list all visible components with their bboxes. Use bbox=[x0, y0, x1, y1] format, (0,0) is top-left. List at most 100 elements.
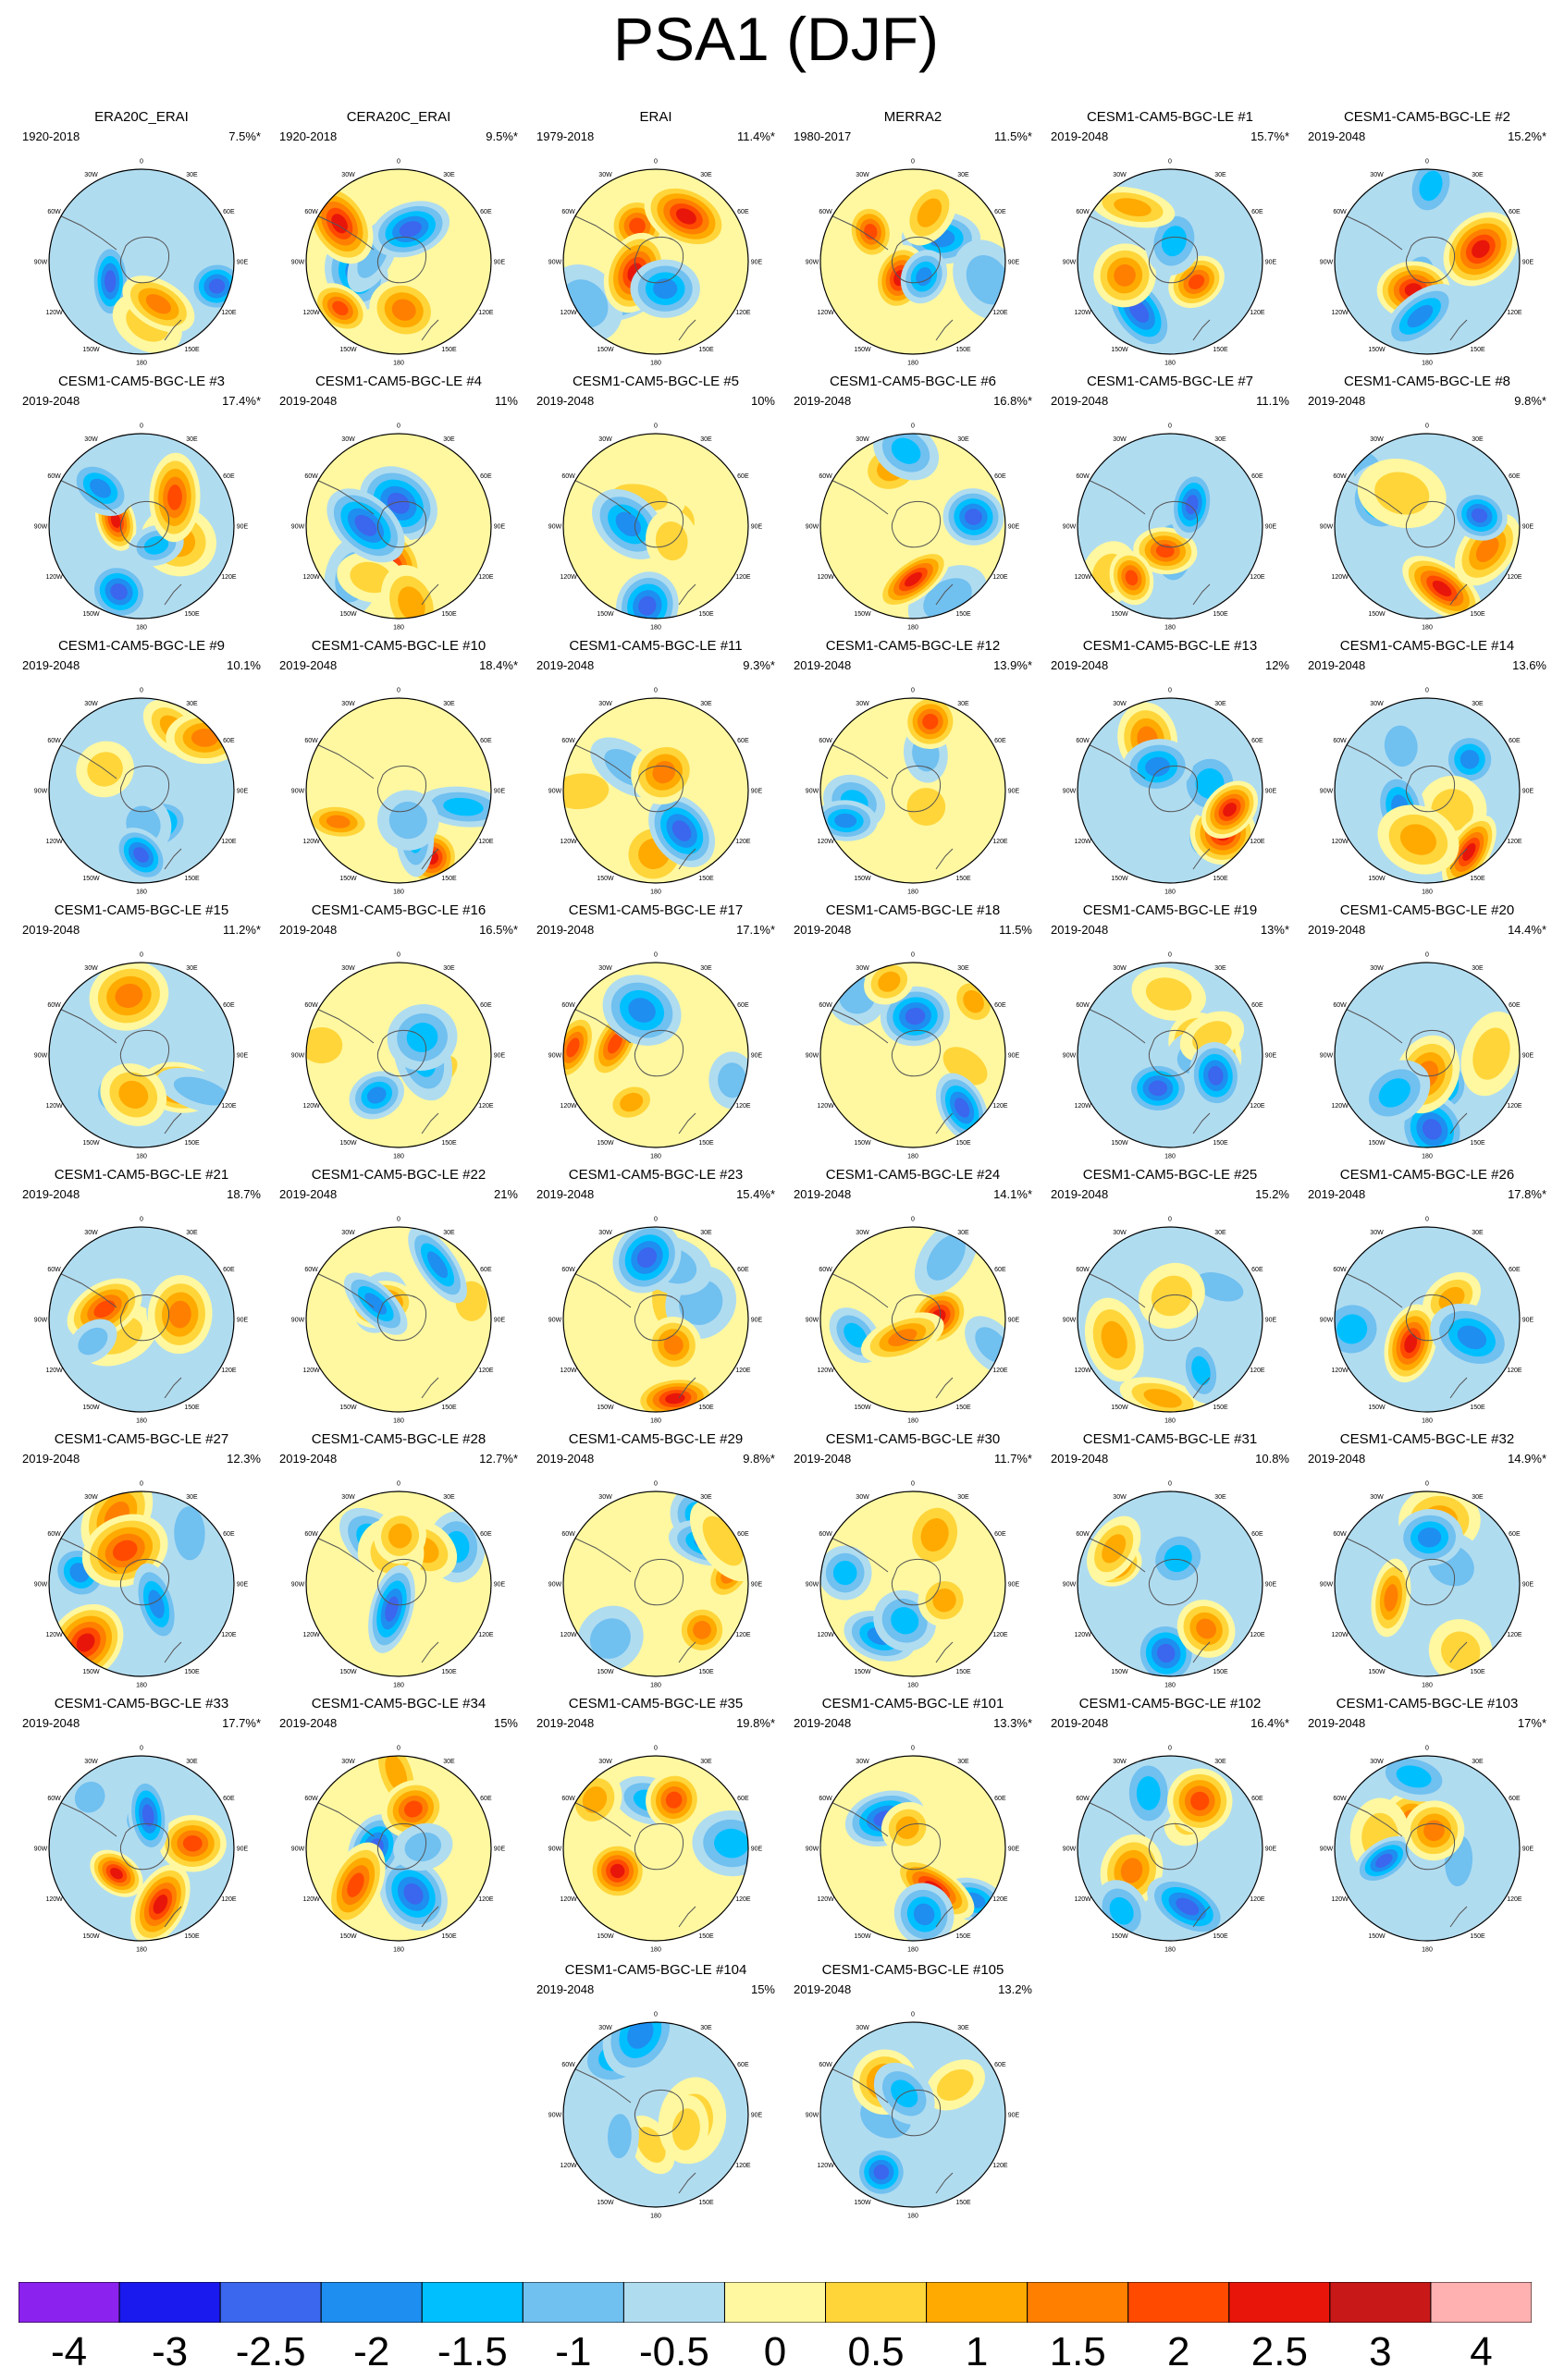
longitude-label: 180 bbox=[136, 1418, 147, 1425]
longitude-label: 150E bbox=[698, 2200, 714, 2206]
longitude-label: 90E bbox=[1008, 260, 1020, 266]
longitude-label: 120E bbox=[992, 1103, 1008, 1110]
positive-anomaly-contour bbox=[1145, 977, 1192, 1011]
polar-stereographic-map: 0 30W 30E 60W 60E 90W 90E 120W 120E 150W 150E 180 bbox=[1320, 1746, 1534, 1954]
polar-stereographic-map: 0 30W 30E 60W 60E 90W 90E 120W 120E 150W 150E 180 bbox=[291, 1746, 506, 1954]
colorbar-swatch bbox=[622, 2282, 725, 2323]
longitude-label: 0 bbox=[654, 952, 658, 959]
longitude-label: 30W bbox=[84, 172, 98, 178]
longitude-label: 90W bbox=[806, 2113, 819, 2119]
antarctica-coastline bbox=[1148, 501, 1198, 548]
longitude-label: 90E bbox=[1522, 1846, 1534, 1853]
south-america-coastline bbox=[53, 212, 117, 251]
map-panel: CESM1-CAM5-BGC-LE #16 2019-2048 16.5%* 0 30W… bbox=[270, 902, 527, 1171]
longitude-label: 30W bbox=[856, 2025, 869, 2031]
panel-period: 2019-2048 bbox=[794, 1452, 852, 1466]
longitude-label: 150W bbox=[1111, 1669, 1128, 1675]
map-panel: MERRA2 1980-2017 11.5%* 0 30W 30E 60W 60E 90W 90E… bbox=[784, 109, 1041, 377]
longitude-label: 150W bbox=[339, 1669, 357, 1675]
longitude-label: 120W bbox=[560, 310, 577, 316]
longitude-label: 90E bbox=[1265, 1318, 1277, 1324]
longitude-label: 30E bbox=[957, 436, 969, 443]
new-zealand-coastline bbox=[1192, 1112, 1211, 1135]
longitude-label: 120E bbox=[1250, 310, 1265, 316]
map-panel: ERA20C_ERAI 1920-2018 7.5%* 0 30W 30E 60W 60E 90… bbox=[13, 109, 270, 377]
longitude-label: 0 bbox=[1425, 159, 1429, 166]
map-boundary bbox=[1077, 433, 1263, 620]
longitude-label: 60W bbox=[1333, 1796, 1347, 1802]
panel-title: CESM1-CAM5-BGC-LE #35 bbox=[568, 1696, 744, 1711]
longitude-label: 0 bbox=[1425, 423, 1429, 430]
south-america-coastline bbox=[567, 1270, 632, 1308]
longitude-label: 60W bbox=[819, 2062, 832, 2068]
new-zealand-coastline bbox=[164, 848, 182, 870]
polar-stereographic-map: 0 30W 30E 60W 60E 90W 90E 120W 120E 150W 150E 180 bbox=[548, 2012, 763, 2220]
panel-variance: 16.5%* bbox=[479, 923, 518, 937]
longitude-label: 60W bbox=[819, 1267, 832, 1273]
longitude-label: 150E bbox=[184, 876, 200, 882]
polar-stereographic-map: 0 30W 30E 60W 60E 90W 90E 120W 120E 150W 150E 180 bbox=[548, 159, 763, 367]
longitude-label: 30E bbox=[186, 1494, 198, 1501]
negative-anomaly-contour bbox=[399, 221, 422, 238]
longitude-label: 150W bbox=[597, 347, 614, 353]
longitude-label: 120W bbox=[560, 2163, 577, 2169]
negative-anomaly-contour bbox=[1336, 1314, 1368, 1344]
panel-period: 2019-2048 bbox=[279, 1452, 338, 1466]
longitude-label: 0 bbox=[397, 1217, 400, 1223]
longitude-label: 30E bbox=[700, 1230, 712, 1236]
longitude-label: 150E bbox=[1213, 611, 1228, 618]
longitude-label: 120W bbox=[1074, 1896, 1091, 1903]
longitude-label: 180 bbox=[1422, 1683, 1433, 1689]
antarctica-coastline bbox=[1148, 766, 1198, 813]
longitude-label: 60W bbox=[561, 1796, 575, 1802]
panel-period: 2019-2048 bbox=[536, 1716, 595, 1730]
longitude-label: 180 bbox=[393, 1154, 404, 1160]
longitude-label: 150E bbox=[184, 1140, 200, 1147]
longitude-label: 30E bbox=[1472, 1494, 1484, 1501]
longitude-label: 0 bbox=[397, 1481, 400, 1488]
longitude-label: 60E bbox=[1251, 473, 1263, 480]
panel-variance: 10.8% bbox=[1255, 1452, 1289, 1466]
colorbar-swatch bbox=[522, 2282, 624, 2323]
negative-anomaly-contour bbox=[143, 535, 169, 555]
longitude-label: 120E bbox=[735, 1103, 751, 1110]
longitude-label: 150E bbox=[955, 1140, 971, 1147]
longitude-label: 60E bbox=[1251, 1796, 1263, 1802]
longitude-label: 0 bbox=[1425, 688, 1429, 694]
longitude-label: 120W bbox=[45, 1632, 63, 1638]
south-america-coastline bbox=[1081, 1005, 1146, 1044]
longitude-label: 120E bbox=[1507, 1632, 1522, 1638]
new-zealand-coastline bbox=[935, 1906, 954, 1928]
longitude-label: 60E bbox=[480, 1531, 492, 1538]
positive-anomaly-contour bbox=[566, 1037, 580, 1058]
longitude-label: 30W bbox=[856, 1759, 869, 1765]
longitude-label: 60E bbox=[1509, 1796, 1521, 1802]
panel-variance: 11.4%* bbox=[737, 129, 775, 143]
longitude-label: 150E bbox=[1470, 1669, 1485, 1675]
south-america-coastline bbox=[1081, 476, 1146, 515]
longitude-label: 120W bbox=[817, 1896, 834, 1903]
south-america-coastline bbox=[1081, 212, 1146, 251]
longitude-label: 0 bbox=[397, 159, 400, 166]
map-panel: CESM1-CAM5-BGC-LE #25 2019-2048 15.2% 0 30W 3… bbox=[1041, 1167, 1299, 1435]
longitude-label: 150E bbox=[955, 1933, 971, 1940]
new-zealand-coastline bbox=[421, 319, 439, 341]
longitude-label: 120E bbox=[1507, 1896, 1522, 1903]
longitude-label: 90W bbox=[291, 789, 305, 795]
polar-stereographic-map: 0 30W 30E 60W 60E 90W 90E 120W 120E 150W 150E 180 bbox=[806, 952, 1020, 1160]
longitude-label: 0 bbox=[911, 2012, 915, 2018]
longitude-label: 30W bbox=[856, 1230, 869, 1236]
longitude-label: 30W bbox=[1370, 172, 1384, 178]
antarctica-coastline bbox=[891, 1559, 941, 1606]
map-boundary bbox=[48, 1491, 235, 1677]
positive-anomaly-contour bbox=[110, 1868, 123, 1880]
longitude-label: 60W bbox=[1076, 1267, 1090, 1273]
antarctica-coastline bbox=[1148, 1559, 1198, 1606]
longitude-label: 60E bbox=[1251, 1002, 1263, 1009]
colorbar-label: 3 bbox=[1369, 2329, 1392, 2374]
panel-period: 1979-2018 bbox=[536, 129, 595, 143]
longitude-label: 120W bbox=[1074, 1103, 1091, 1110]
positive-anomaly-contour bbox=[398, 586, 425, 619]
new-zealand-coastline bbox=[1449, 319, 1468, 341]
map-panel: CESM1-CAM5-BGC-LE #15 2019-2048 11.2%* 0 30W… bbox=[13, 902, 270, 1171]
